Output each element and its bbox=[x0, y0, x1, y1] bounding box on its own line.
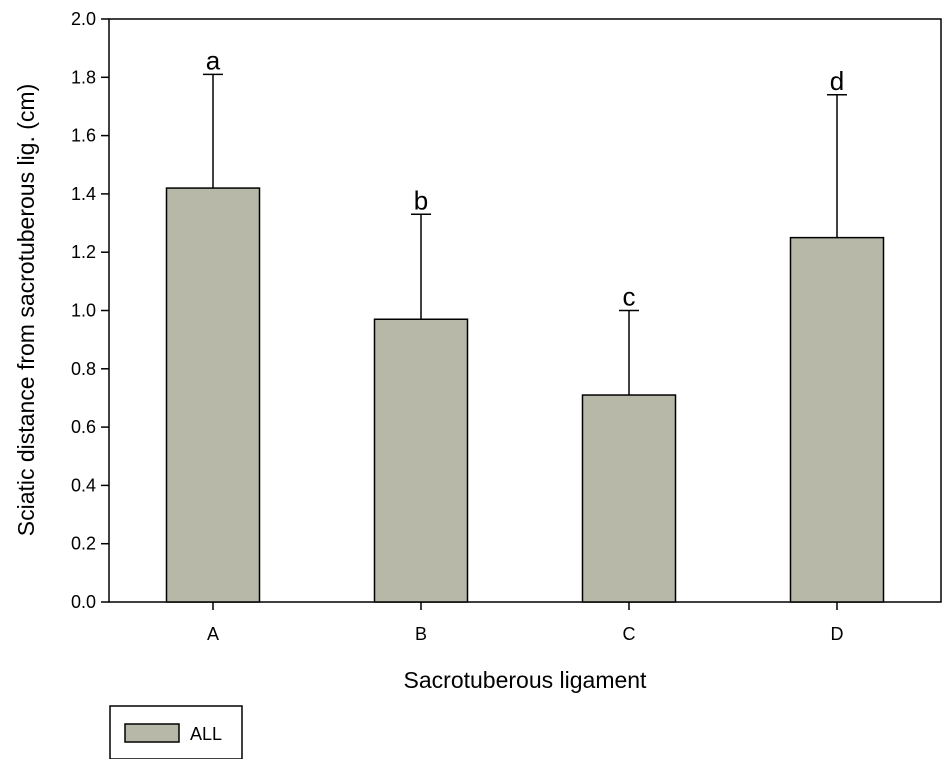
bar-D bbox=[789, 236, 885, 603]
y-tick-label: 1.6 bbox=[71, 126, 96, 146]
y-tick-label: 0.8 bbox=[71, 359, 96, 379]
x-tick-label-B: B bbox=[415, 624, 427, 644]
y-tick-label: 0.2 bbox=[71, 534, 96, 554]
significance-label-B: b bbox=[414, 185, 428, 215]
y-tick-label: 1.4 bbox=[71, 184, 96, 204]
y-tick-label: 2.0 bbox=[71, 9, 96, 29]
y-tick-label: 0.4 bbox=[71, 475, 96, 495]
x-tick-label-C: C bbox=[623, 624, 636, 644]
legend-label: ALL bbox=[190, 724, 222, 744]
legend: ALL bbox=[109, 705, 243, 759]
bars-group: a b c d bbox=[165, 45, 885, 603]
y-axis-title: Sciatic distance from sacrotuberous lig.… bbox=[13, 84, 39, 537]
significance-label-C: c bbox=[623, 282, 636, 312]
bar-C bbox=[581, 394, 677, 603]
significance-label-A: a bbox=[206, 45, 221, 75]
y-tick-label: 1.2 bbox=[71, 242, 96, 262]
bar-A bbox=[165, 187, 261, 603]
x-axis-title: Sacrotuberous ligament bbox=[404, 667, 648, 693]
y-tick-label: 0.6 bbox=[71, 417, 96, 437]
bar-B bbox=[373, 318, 469, 603]
y-tick-label: 1.8 bbox=[71, 67, 96, 87]
y-axis: 0.0 0.2 0.4 0.6 0.8 1.0 1.2 1.4 1.6 1.8 2.0 bbox=[71, 9, 109, 612]
x-axis: A B C D bbox=[207, 602, 844, 644]
y-tick-label: 1.0 bbox=[71, 301, 96, 321]
y-tick-label: 0.0 bbox=[71, 592, 96, 612]
x-tick-label-A: A bbox=[207, 624, 219, 644]
legend-swatch bbox=[124, 723, 180, 743]
x-tick-label-D: D bbox=[831, 624, 844, 644]
significance-label-D: d bbox=[830, 66, 844, 96]
